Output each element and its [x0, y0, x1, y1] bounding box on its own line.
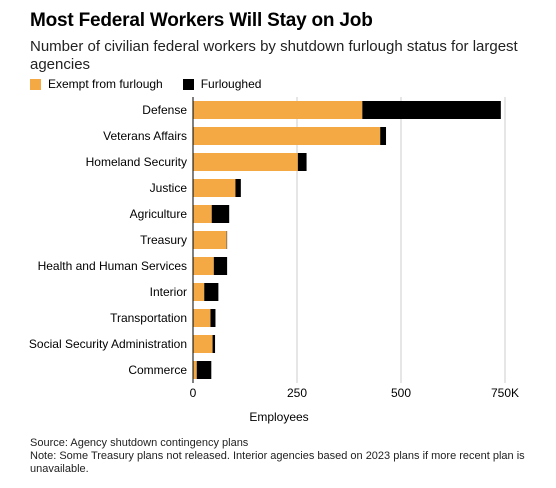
legend-item-exempt: Exempt from furlough	[30, 77, 163, 91]
category-label: Homeland Security	[86, 155, 187, 169]
category-label: Commerce	[128, 363, 187, 377]
category-label: Social Security Administration	[29, 337, 187, 351]
category-label: Interior	[150, 285, 187, 299]
category-label: Agriculture	[130, 207, 188, 221]
legend: Exempt from furlough Furloughed	[30, 77, 281, 91]
bar-exempt	[193, 361, 197, 379]
category-label: Defense	[142, 103, 187, 117]
bar-exempt	[193, 101, 363, 119]
bar-exempt	[193, 283, 205, 301]
legend-item-furloughed: Furloughed	[182, 77, 262, 91]
chart-subtitle: Number of civilian federal workers by sh…	[30, 38, 518, 73]
chart-title: Most Federal Workers Will Stay on Job	[30, 10, 373, 31]
footnote: Note: Some Treasury plans not released. …	[30, 450, 525, 475]
legend-swatch-furloughed	[182, 78, 194, 90]
bar-furloughed	[235, 179, 241, 197]
bar-furloughed	[212, 335, 216, 353]
bar-exempt	[193, 179, 236, 197]
bar-furloughed	[213, 257, 228, 275]
bar-exempt	[193, 335, 213, 353]
category-label: Health and Human Services	[38, 259, 187, 273]
bar-exempt	[193, 205, 212, 223]
bar-exempt	[193, 257, 214, 275]
x-tick-label: 250	[287, 386, 307, 400]
bar-exempt	[193, 231, 227, 249]
x-axis-label: Employees	[249, 410, 309, 424]
bar-furloughed	[297, 153, 307, 171]
legend-label-furloughed: Furloughed	[200, 77, 262, 91]
x-tick-label: 500	[391, 386, 411, 400]
bar-furloughed	[380, 127, 387, 145]
source-note: Source: Agency shutdown contingency plan…	[30, 437, 249, 449]
bar-furloughed	[211, 205, 230, 223]
x-tick-label: 0	[190, 386, 197, 400]
category-label: Justice	[150, 181, 188, 195]
bar-exempt	[193, 153, 298, 171]
legend-swatch-exempt	[30, 78, 41, 90]
category-label: Treasury	[140, 233, 187, 247]
bar-furloughed	[210, 309, 216, 327]
category-label: Transportation	[110, 311, 187, 325]
legend-label-exempt: Exempt from furlough	[48, 77, 163, 91]
bar-furloughed	[204, 283, 219, 301]
category-label: Veterans Affairs	[103, 129, 187, 143]
x-tick-label: 750K	[491, 386, 519, 400]
bar-exempt	[193, 127, 381, 145]
bar-furloughed	[362, 101, 501, 119]
bar-furloughed	[196, 361, 212, 379]
bar-exempt	[193, 309, 211, 327]
